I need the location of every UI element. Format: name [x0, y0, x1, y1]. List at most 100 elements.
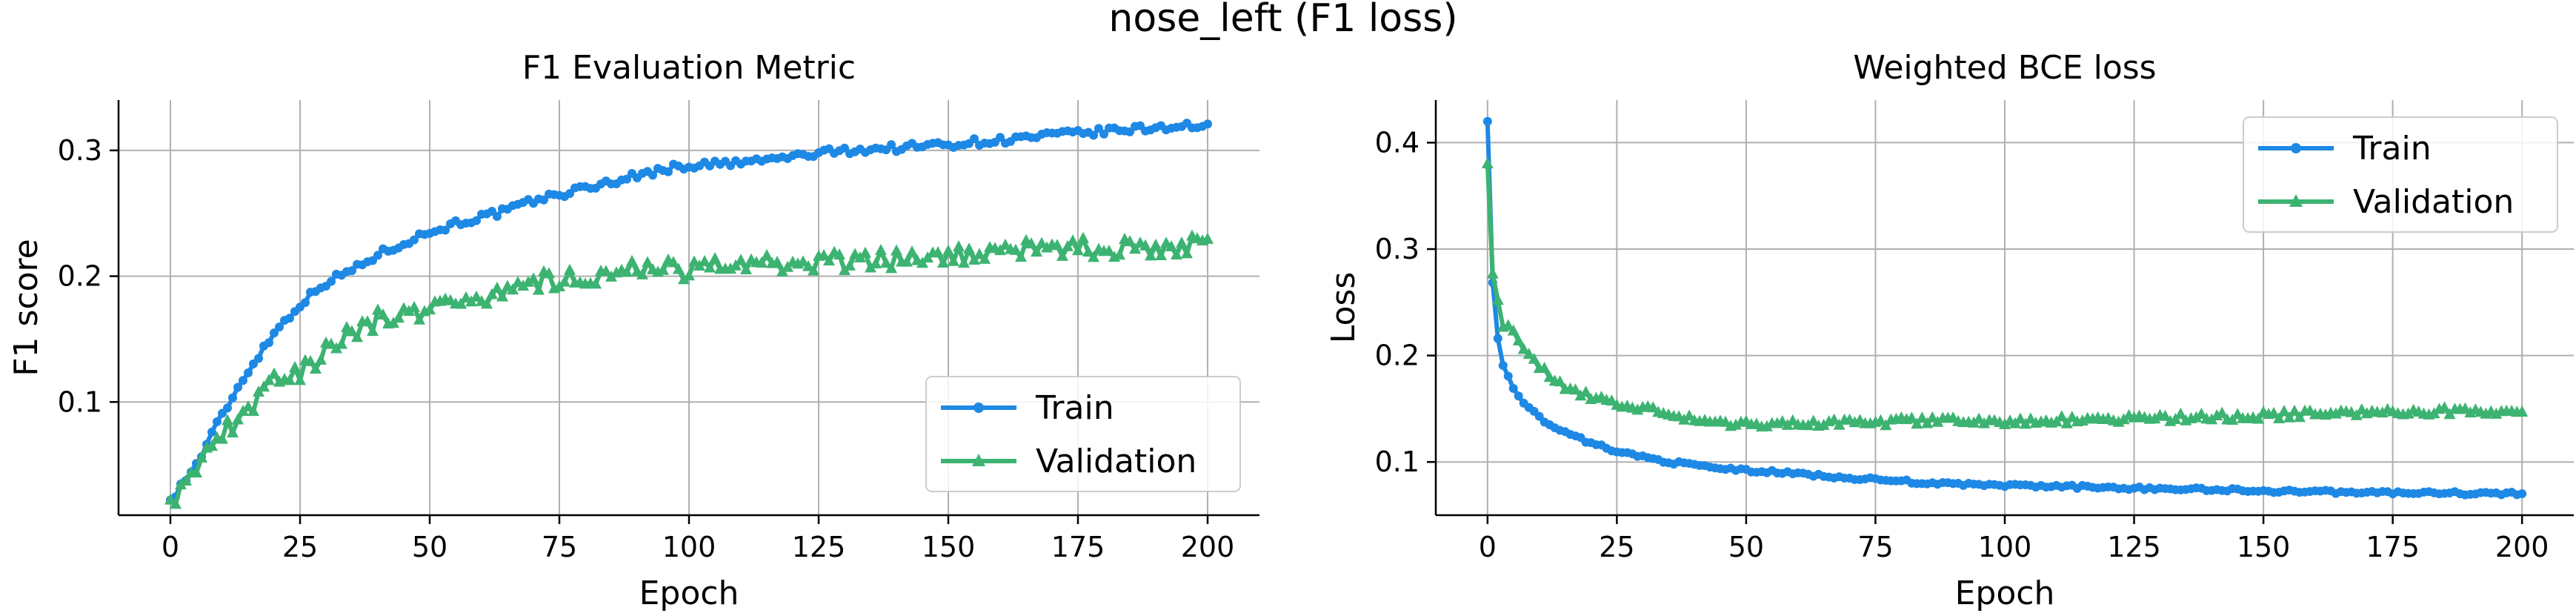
- chart-f1-metric: 0 25 50 75 100 125 150 175 200 0.1 0.2 0.3 F1 Evalua…: [7, 49, 1259, 612]
- data-point: [953, 240, 965, 252]
- data-point: [270, 328, 279, 338]
- data-point: [539, 195, 548, 205]
- data-point: [1015, 251, 1027, 262]
- data-point: [1114, 248, 1125, 260]
- data-point: [2329, 407, 2342, 419]
- data-point: [2283, 411, 2295, 423]
- x-tick-label: 50: [412, 531, 447, 563]
- data-point: [678, 273, 690, 285]
- data-point: [1999, 417, 2011, 429]
- data-point: [937, 256, 949, 268]
- y-tick-label: 0.1: [1375, 446, 1420, 478]
- data-point: [974, 248, 985, 259]
- data-point: [1165, 239, 1177, 251]
- data-point: [170, 497, 182, 509]
- data-point: [304, 354, 316, 366]
- data-point: [704, 261, 716, 273]
- data-point: [668, 256, 679, 268]
- x-tick-label: 200: [2495, 531, 2549, 563]
- data-point: [1503, 371, 1513, 381]
- data-point: [1973, 412, 1986, 424]
- data-point: [1760, 420, 1773, 431]
- data-point: [906, 245, 918, 257]
- data-point: [1517, 342, 1530, 354]
- x-tick-label: 150: [922, 531, 976, 563]
- data-point: [932, 246, 944, 258]
- data-point: [859, 246, 871, 258]
- data-point: [227, 426, 239, 438]
- legend-label: Train: [1035, 389, 1114, 427]
- data-point: [315, 353, 327, 365]
- data-point: [2273, 411, 2286, 423]
- legend-marker: [2291, 143, 2301, 153]
- data-point: [233, 382, 242, 392]
- x-tick-label: 175: [1051, 531, 1105, 563]
- data-point: [1880, 419, 1892, 431]
- data-point: [486, 288, 498, 299]
- data-point: [2117, 413, 2130, 425]
- data-point: [1580, 385, 1592, 397]
- data-point: [180, 474, 192, 486]
- x-tick-label: 75: [1857, 531, 1893, 563]
- data-point: [196, 451, 207, 463]
- data-point: [1817, 418, 1830, 430]
- data-point: [1202, 232, 1214, 244]
- data-point: [1036, 236, 1048, 248]
- x-tick-label: 100: [662, 531, 716, 563]
- data-point: [979, 252, 991, 264]
- data-point: [223, 403, 232, 413]
- data-point: [1508, 384, 1518, 394]
- data-point: [1482, 116, 1492, 126]
- chart-title: F1 Evaluation Metric: [522, 49, 856, 87]
- data-point: [2350, 408, 2363, 420]
- data-point: [1067, 234, 1079, 246]
- data-point: [657, 263, 669, 275]
- data-point: [605, 270, 617, 282]
- data-point: [1828, 413, 1840, 425]
- data-point: [1512, 334, 1525, 345]
- data-point: [325, 337, 337, 349]
- data-point: [213, 417, 222, 426]
- data-point: [216, 432, 228, 444]
- data-point: [1528, 352, 1540, 364]
- data-point: [823, 254, 835, 266]
- data-point: [190, 466, 202, 478]
- legend-marker: [972, 454, 985, 466]
- data-point: [1647, 401, 1660, 413]
- data-point: [2438, 401, 2451, 413]
- data-point: [1498, 361, 1508, 371]
- data-point: [636, 268, 648, 279]
- data-point: [377, 308, 389, 320]
- data-point: [1486, 267, 1499, 279]
- legend-marker: [2289, 194, 2303, 207]
- data-point: [2402, 407, 2414, 419]
- data-point: [263, 374, 275, 385]
- data-point: [1099, 129, 1108, 139]
- data-point: [1176, 236, 1188, 248]
- legend-label: Validation: [2353, 183, 2514, 221]
- data-point: [470, 290, 482, 302]
- data-point: [1906, 411, 1918, 423]
- data-point: [527, 272, 539, 284]
- data-point: [590, 277, 602, 289]
- data-point: [1507, 324, 1520, 336]
- data-point: [771, 255, 783, 267]
- x-tick-label: 100: [1978, 531, 2032, 563]
- data-point: [1155, 248, 1167, 260]
- data-point: [481, 297, 493, 309]
- chart-title: Weighted BCE loss: [1853, 49, 2156, 87]
- data-point: [1807, 414, 1820, 426]
- data-point: [559, 275, 570, 287]
- data-point: [1569, 383, 1582, 395]
- data-point: [367, 325, 379, 337]
- data-point: [901, 255, 913, 267]
- data-point: [797, 255, 809, 267]
- data-point: [2288, 404, 2300, 416]
- data-point: [664, 167, 673, 176]
- data-point: [1077, 231, 1089, 243]
- data-point: [1926, 411, 1939, 423]
- data-point: [2055, 410, 2068, 422]
- x-tick-label: 150: [2237, 531, 2291, 563]
- data-point: [1124, 235, 1136, 247]
